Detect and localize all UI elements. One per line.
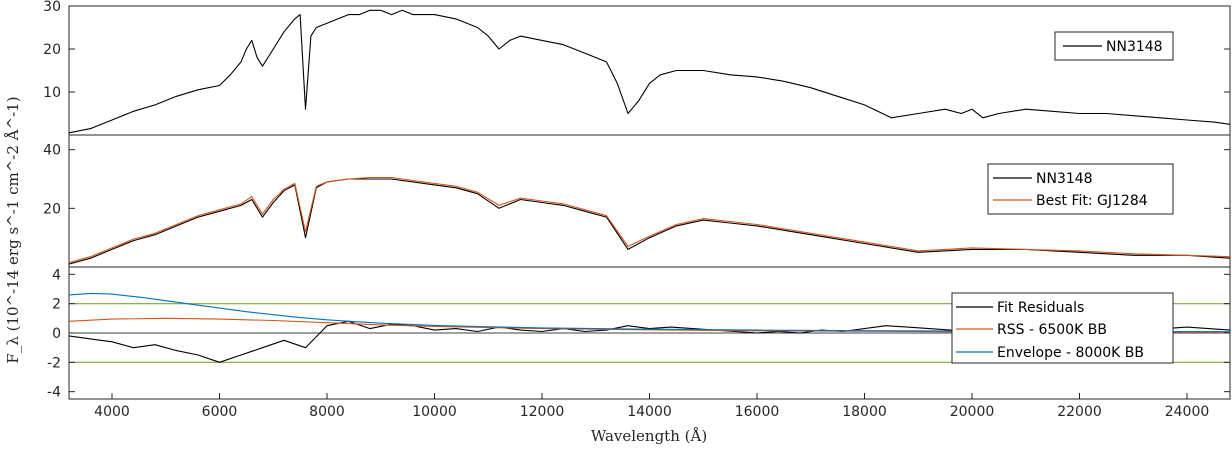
ytick-label-bottom: -4 xyxy=(47,385,61,401)
legend-middle-box xyxy=(987,163,1174,215)
legend-bottom-label-envelope: Envelope - 8000K BB xyxy=(997,345,1144,361)
xtick-label: 18000 xyxy=(842,404,887,420)
y-axis-title: F_λ (10^-14 erg s^-1 cm^-2 Å^-1) xyxy=(4,96,22,363)
series-line-bottom-rss-6500k-bb xyxy=(69,317,1230,333)
ytick-label-bottom: 2 xyxy=(52,297,61,313)
x-axis-title: Wavelength (Å) xyxy=(591,427,707,445)
ytick-label-bottom: 4 xyxy=(52,267,61,283)
ytick-label-middle: 20 xyxy=(43,201,61,217)
panel-top: 10 20 30 xyxy=(43,0,1231,136)
series-line-middle-nn3148 xyxy=(69,178,1230,265)
series-line-top-nn3148 xyxy=(69,9,1230,134)
panel-top-yticks: 10 20 30 xyxy=(43,0,1230,101)
legend-middle: NN3148 Best Fit: GJ1284 xyxy=(987,163,1174,215)
panel-top-frame xyxy=(68,5,1231,136)
ytick-label-bottom: -2 xyxy=(47,355,61,371)
panel-bottom-xticks: 4000 6000 8000 10000 12000 14000 16000 18000 200… xyxy=(94,393,1209,420)
xtick-label: 6000 xyxy=(202,404,238,420)
legend-bottom-label-residuals: Fit Residuals xyxy=(997,300,1084,316)
series-line-bottom-envelope-8000k-bb xyxy=(69,292,1230,333)
ytick-label-top: 10 xyxy=(43,85,61,101)
xtick-label: 8000 xyxy=(309,404,345,420)
panel-bottom-yticks: -4 -2 0 2 4 xyxy=(47,267,1230,401)
ytick-label-middle: 40 xyxy=(43,143,61,159)
legend-middle-label-bestfit: Best Fit: GJ1284 xyxy=(1036,193,1148,209)
xtick-label: 4000 xyxy=(94,404,130,420)
legend-top: NN3148 xyxy=(1054,31,1174,61)
ytick-label-top: 30 xyxy=(43,0,61,15)
legend-top-label-nn3148: NN3148 xyxy=(1106,39,1163,55)
xtick-label: 22000 xyxy=(1057,404,1102,420)
xtick-label: 20000 xyxy=(950,404,995,420)
ytick-label-top: 20 xyxy=(43,42,61,58)
xtick-label: 12000 xyxy=(520,404,565,420)
xtick-label: 24000 xyxy=(1165,404,1210,420)
xtick-label: 10000 xyxy=(412,404,457,420)
legend-middle-label-nn3148: NN3148 xyxy=(1036,171,1093,187)
xtick-label: 16000 xyxy=(735,404,780,420)
legend-bottom-box xyxy=(951,292,1174,364)
xtick-label: 14000 xyxy=(627,404,672,420)
legend-bottom: Fit Residuals RSS - 6500K BB Envelope - … xyxy=(951,292,1174,364)
panel-middle-plot xyxy=(69,176,1230,265)
legend-bottom-label-rss: RSS - 6500K BB xyxy=(997,322,1107,338)
ytick-label-bottom: 0 xyxy=(52,326,61,342)
series-line-middle-best-fit-gj1284 xyxy=(69,176,1230,264)
panel-top-plot xyxy=(69,9,1230,134)
